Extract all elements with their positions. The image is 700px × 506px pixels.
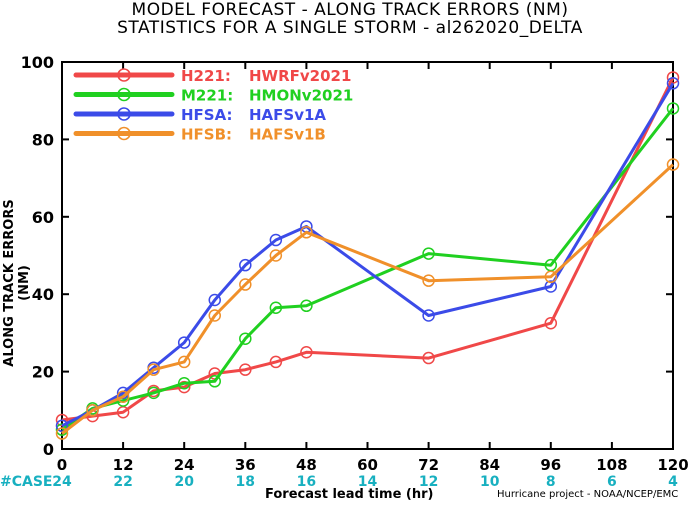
series-point: [239, 278, 252, 291]
legend-desc: HAFSv1A: [249, 106, 326, 124]
x-tick-label: 36: [235, 456, 256, 474]
series-point: [116, 390, 130, 404]
series-point: [269, 249, 283, 262]
y-tick-label: 0: [43, 440, 54, 459]
case-count-value: 10: [480, 474, 500, 490]
x-tick-label: 0: [57, 456, 67, 474]
case-count-value: 8: [546, 474, 556, 490]
series-point: [300, 226, 313, 239]
x-tick-label: 60: [357, 456, 378, 474]
legend-desc: HWRFv2021: [249, 67, 351, 85]
series-point: [177, 380, 191, 394]
series-point: [239, 363, 252, 376]
legend-marker: [117, 107, 131, 121]
series-point: [208, 293, 221, 307]
x-tick-label: 96: [540, 456, 561, 474]
series-point: [177, 355, 191, 369]
series-point: [544, 316, 558, 330]
series-point: [269, 355, 283, 369]
series-point: [544, 270, 558, 284]
series-point: [269, 233, 283, 247]
y-tick-label: 80: [32, 130, 54, 149]
series-point: [422, 247, 435, 260]
series-point: [177, 376, 191, 390]
y-tick-label: 60: [32, 208, 54, 227]
case-count-value: 6: [607, 474, 617, 490]
x-tick-label: 72: [418, 456, 439, 474]
x-tick-label: 24: [174, 456, 195, 474]
legend-name: M221:: [181, 87, 233, 105]
chart-title-line2: STATISTICS FOR A SINGLE STORM - al262020…: [117, 18, 583, 38]
x-tick-label: 12: [113, 456, 134, 474]
series-point: [666, 71, 680, 84]
case-count-value: 18: [236, 474, 255, 490]
case-count-value: 4: [668, 474, 678, 490]
series-point: [666, 77, 680, 90]
x-tick-label: 120: [657, 456, 688, 474]
legend-name: HFSA:: [181, 106, 233, 124]
case-count-label: #CASE: [0, 474, 53, 490]
series-point: [86, 404, 99, 417]
y-axis-label: ALONG TRACK ERRORS (NM): [2, 199, 32, 367]
chart-title-line1: MODEL FORECAST - ALONG TRACK ERRORS (NM): [131, 0, 569, 20]
case-count-value: 16: [297, 474, 316, 490]
legend-desc: HMONv2021: [249, 87, 353, 105]
case-count-value: 14: [358, 474, 378, 490]
series-point: [239, 258, 252, 272]
y-tick-label: 40: [32, 285, 54, 304]
legend-marker: [117, 126, 131, 141]
legend-marker: [117, 68, 131, 82]
series-line-hmonv2021: [61, 107, 675, 431]
legend-marker: [117, 87, 131, 102]
series-point: [666, 158, 680, 171]
legend-desc: HAFSv1B: [249, 126, 326, 144]
series-point: [300, 346, 313, 359]
x-tick-label: 48: [296, 456, 317, 474]
series-point: [147, 363, 160, 376]
series-point: [177, 336, 191, 349]
case-count-value: 24: [52, 474, 72, 490]
series-point: [55, 427, 69, 440]
series-point: [147, 386, 160, 400]
case-count-value: 12: [419, 474, 438, 490]
series-point: [422, 351, 435, 365]
y-tick-label: 20: [32, 363, 54, 382]
series-point: [422, 274, 435, 287]
series-point: [300, 299, 313, 313]
credit-text: Hurricane project - NOAA/NCEP/EMC: [497, 489, 679, 500]
legend-name: H221:: [181, 67, 231, 85]
series-point: [666, 102, 680, 115]
series-point: [208, 375, 221, 388]
x-tick-label: 108: [596, 456, 627, 474]
series-point: [55, 419, 69, 433]
case-count-value: 20: [174, 474, 194, 490]
series-point: [269, 301, 283, 314]
series-point: [239, 332, 252, 345]
series-point: [208, 309, 221, 322]
series-point: [544, 280, 558, 293]
x-tick-label: 84: [479, 456, 500, 474]
case-count-value: 22: [113, 474, 132, 490]
series-point: [422, 309, 435, 322]
legend-name: HFSB:: [181, 126, 232, 144]
x-axis-label: Forecast lead time (hr): [265, 487, 434, 502]
y-tick-label: 100: [21, 53, 54, 72]
